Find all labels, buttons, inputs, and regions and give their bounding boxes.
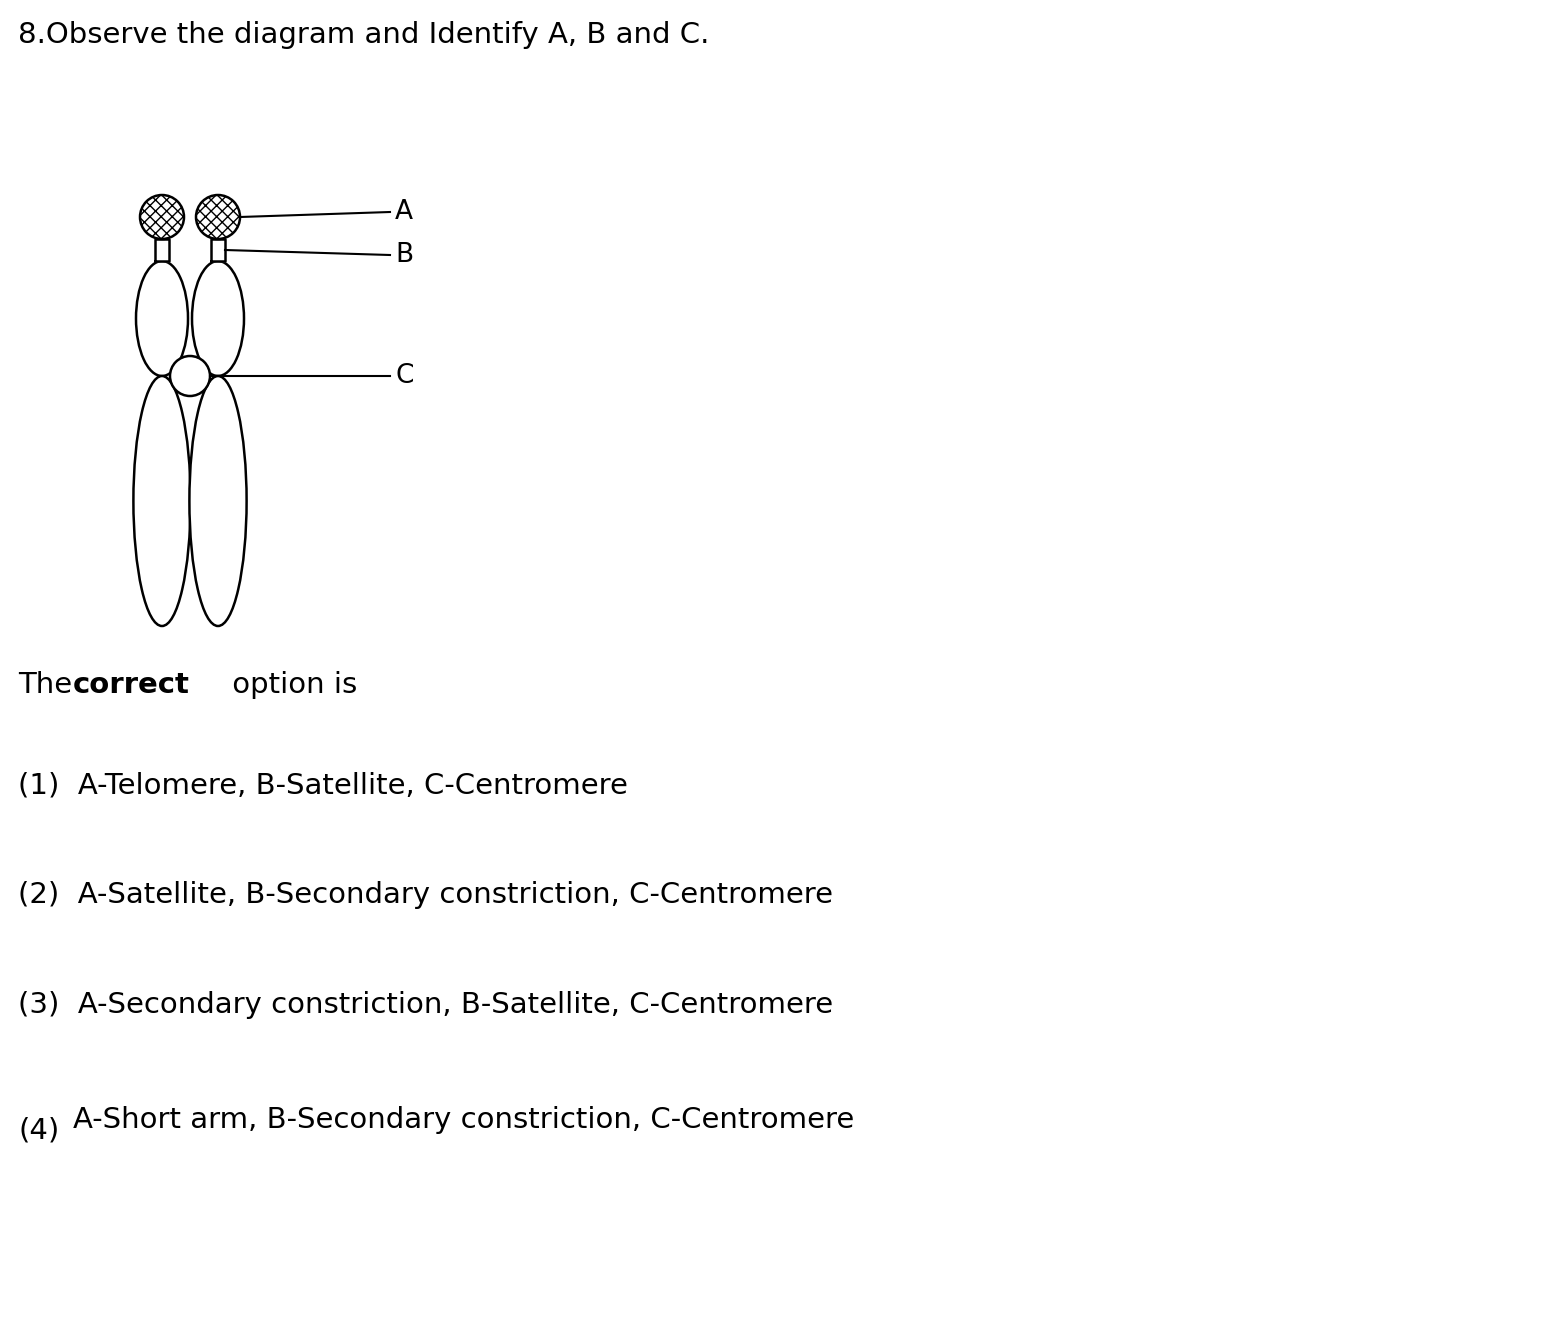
Circle shape bbox=[171, 355, 210, 396]
Ellipse shape bbox=[137, 261, 188, 377]
Text: (3)  A-Secondary constriction, B-Satellite, C-Centromere: (3) A-Secondary constriction, B-Satellit… bbox=[19, 991, 833, 1018]
Text: 8.Observe the diagram and Identify A, B and C.: 8.Observe the diagram and Identify A, B … bbox=[19, 21, 709, 49]
Text: A: A bbox=[396, 199, 413, 225]
Ellipse shape bbox=[189, 377, 247, 626]
Text: (2)  A-Satellite, B-Secondary constriction, C-Centromere: (2) A-Satellite, B-Secondary constrictio… bbox=[19, 880, 833, 910]
Ellipse shape bbox=[192, 261, 244, 377]
Polygon shape bbox=[211, 239, 225, 261]
Ellipse shape bbox=[133, 377, 191, 626]
Text: (4): (4) bbox=[19, 1116, 59, 1144]
Text: The: The bbox=[19, 671, 81, 699]
Text: (1)  A-Telomere, B-Satellite, C-Centromere: (1) A-Telomere, B-Satellite, C-Centromer… bbox=[19, 770, 629, 800]
Text: A-Short arm, B-Secondary constriction, C-Centromere: A-Short arm, B-Secondary constriction, C… bbox=[73, 1106, 854, 1134]
Ellipse shape bbox=[196, 195, 241, 239]
Text: option is: option is bbox=[223, 671, 357, 699]
Text: correct: correct bbox=[73, 671, 189, 699]
Ellipse shape bbox=[140, 195, 185, 239]
Polygon shape bbox=[155, 239, 169, 261]
Text: B: B bbox=[396, 243, 413, 268]
Text: C: C bbox=[396, 363, 413, 389]
